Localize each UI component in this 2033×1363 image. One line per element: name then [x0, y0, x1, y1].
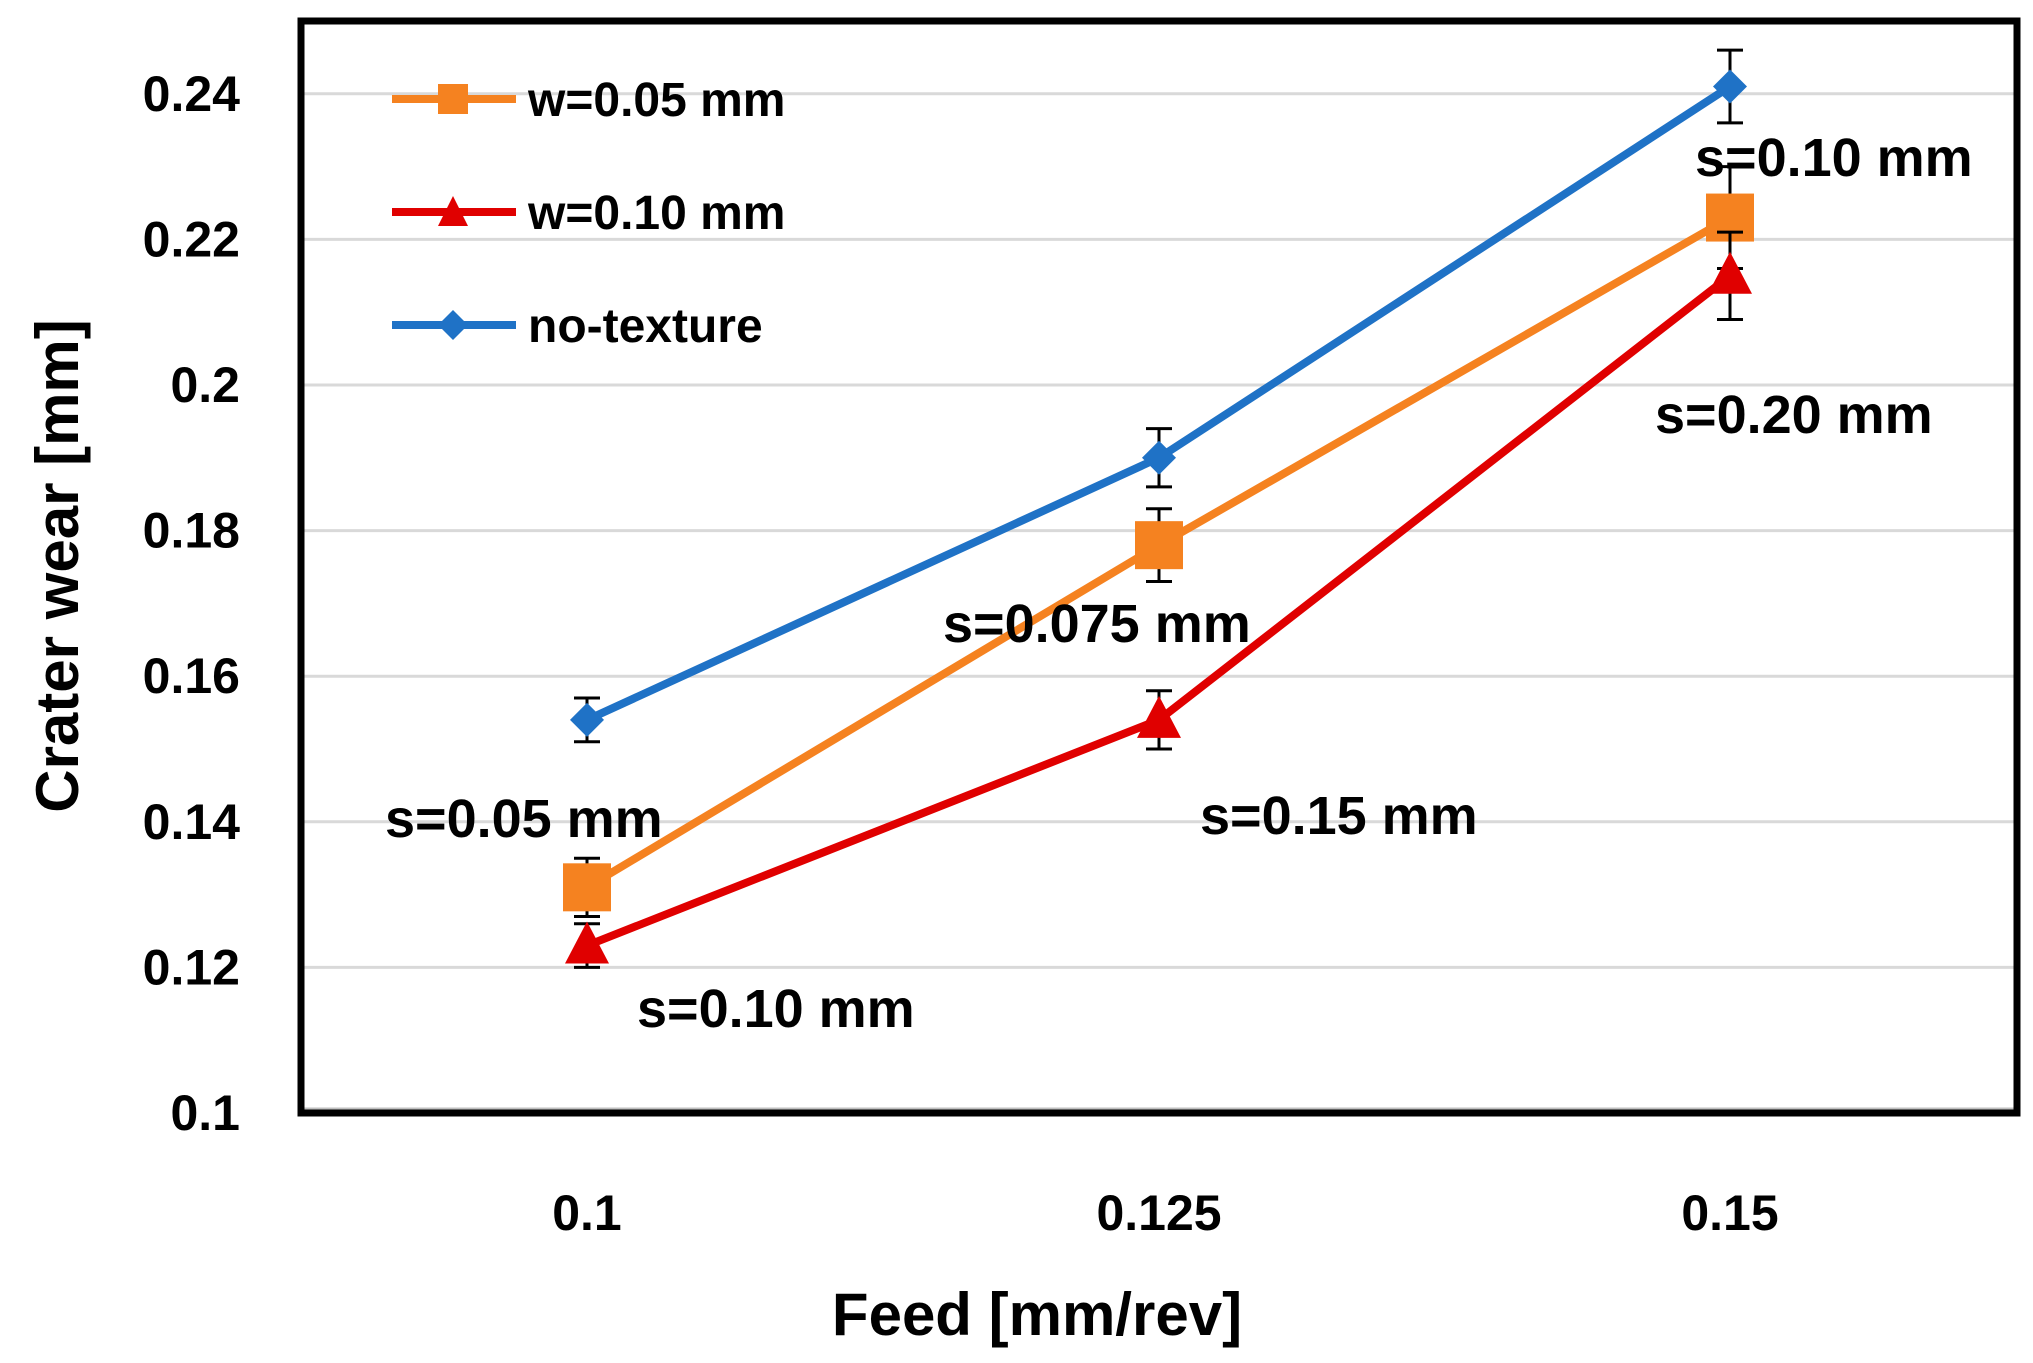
y-axis-title: Crater wear [mm] — [24, 319, 91, 813]
annotation-w010-feed015: s=0.20 mm — [1655, 385, 1933, 445]
y-tick-label: 0.16 — [143, 648, 240, 704]
y-tick-label: 0.2 — [170, 357, 240, 413]
y-tick-label: 0.22 — [143, 211, 240, 267]
data-point-w-0-10-mm — [565, 921, 609, 964]
axis-layer: 0.1 0.12 0.14 0.16 0.18 0.2 0.22 0.24 0.1 0.125 0.… — [143, 66, 2017, 1241]
y-tick-label: 0.1 — [170, 1085, 240, 1141]
annotation-w005-feed015: s=0.10 mm — [1695, 128, 1973, 188]
annotation-w010-feed01: s=0.10 mm — [637, 979, 915, 1039]
x-tick-label: 0.1 — [552, 1185, 622, 1241]
legend: w=0.05 mm w=0.10 mm no-texture — [392, 74, 785, 353]
annotation-w010-feed0125: s=0.15 mm — [1200, 786, 1478, 846]
legend-label-w005: w=0.05 mm — [527, 74, 785, 127]
data-point-w-0-10-mm — [1137, 695, 1181, 738]
x-tick-label: 0.15 — [1681, 1185, 1778, 1241]
annotation-w005-feed01: s=0.05 mm — [385, 789, 663, 849]
plot-frame — [297, 17, 2021, 1117]
legend-marker-notexture — [438, 310, 468, 340]
data-point-w-0-10-mm — [1708, 251, 1752, 294]
data-point-no-texture — [1713, 69, 1747, 104]
legend-marker-w010 — [438, 196, 468, 226]
data-point-w-0-05-mm — [563, 863, 611, 912]
y-tick-label: 0.12 — [143, 939, 240, 995]
legend-label-notexture: no-texture — [528, 300, 763, 353]
series-layer — [563, 48, 1754, 969]
gridlines — [301, 92, 2017, 969]
x-axis-title: Feed [mm/rev] — [832, 1281, 1242, 1348]
y-tick-label: 0.14 — [143, 794, 241, 850]
annotations: s=0.05 mm s=0.10 mm s=0.075 mm s=0.15 mm… — [385, 128, 1973, 1039]
annotation-w005-feed0125: s=0.075 mm — [943, 594, 1251, 654]
legend-label-w010: w=0.10 mm — [527, 187, 785, 240]
y-tick-label: 0.24 — [143, 66, 241, 122]
data-point-no-texture — [1142, 440, 1176, 475]
legend-marker-w005 — [438, 84, 468, 114]
data-point-no-texture — [570, 702, 604, 737]
data-point-w-0-05-mm — [1135, 521, 1183, 570]
x-tick-label: 0.125 — [1096, 1185, 1221, 1241]
y-tick-label: 0.18 — [143, 503, 240, 559]
